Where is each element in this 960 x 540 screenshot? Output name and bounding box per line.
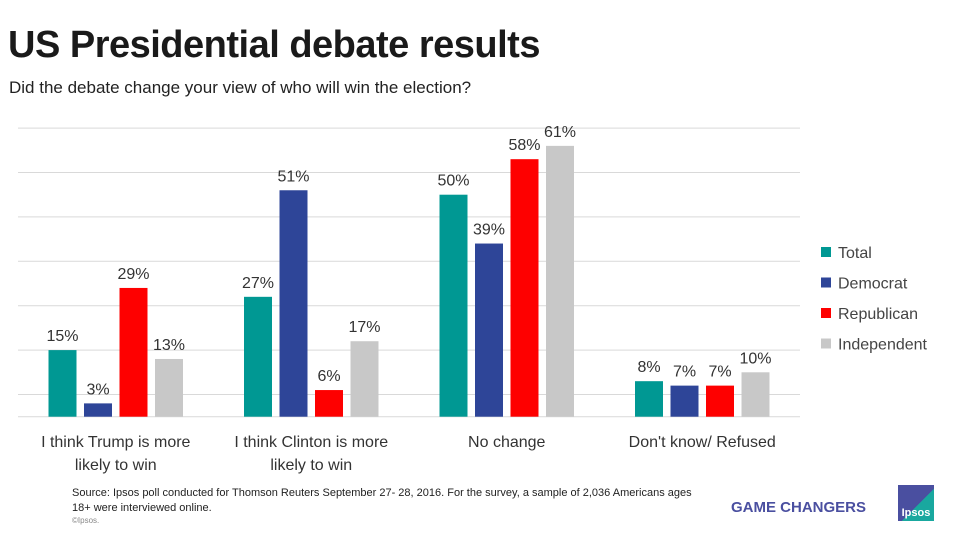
- copyright: ©Ipsos.: [72, 516, 100, 525]
- data-label: 51%: [277, 168, 309, 185]
- brand-text: GAME CHANGERS: [731, 499, 867, 516]
- bar-democrat: [475, 243, 503, 417]
- data-label: 7%: [708, 364, 731, 381]
- legend-swatch: [821, 308, 831, 318]
- data-label: 13%: [153, 337, 185, 354]
- category-label: likely to win: [75, 457, 157, 474]
- bar-independent: [155, 358, 183, 417]
- page-title: US Presidential debate results: [8, 24, 540, 66]
- data-label: 7%: [673, 364, 696, 381]
- bar-democrat: [279, 190, 308, 417]
- bar-democrat: [670, 385, 699, 417]
- data-label: 15%: [46, 328, 78, 345]
- category-label: Don't know/ Refused: [629, 434, 776, 451]
- bar-democrat: [84, 403, 112, 417]
- legend-label: Total: [838, 245, 872, 262]
- ipsos-logo: Ipsos: [898, 485, 934, 521]
- legend-swatch: [821, 277, 831, 288]
- data-label: 3%: [86, 381, 109, 398]
- bar-total: [48, 350, 77, 417]
- subtitle: Did the debate change your view of who w…: [9, 78, 472, 97]
- bar-independent: [741, 372, 770, 417]
- bar-republican: [315, 390, 343, 417]
- legend-swatch: [821, 247, 831, 257]
- data-label: 50%: [437, 173, 469, 190]
- bar-total: [244, 296, 272, 417]
- bar-republican: [706, 385, 734, 417]
- data-label: 27%: [242, 275, 274, 292]
- data-label: 10%: [739, 350, 771, 367]
- data-label: 17%: [348, 319, 380, 336]
- legend-swatch: [821, 338, 831, 349]
- data-label: 6%: [317, 368, 340, 385]
- data-label: 29%: [117, 266, 149, 283]
- data-label: 39%: [473, 222, 505, 239]
- category-label: No change: [468, 434, 545, 451]
- category-label: I think Trump is more: [41, 434, 190, 451]
- bar-republican: [119, 287, 148, 417]
- category-label: likely to win: [270, 457, 352, 474]
- bar-independent: [350, 341, 379, 417]
- data-label: 58%: [508, 137, 540, 154]
- source-note: Source: Ipsos poll conducted for Thomson…: [72, 487, 692, 514]
- bar-total: [635, 381, 663, 417]
- legend-label: Republican: [838, 306, 918, 323]
- bar-independent: [546, 145, 574, 417]
- data-label: 61%: [544, 124, 576, 141]
- category-label: I think Clinton is more: [234, 434, 388, 451]
- legend-label: Independent: [838, 337, 928, 354]
- bar-total: [439, 194, 468, 417]
- legend-label: Democrat: [838, 276, 908, 293]
- data-label: 8%: [637, 359, 660, 376]
- bar-republican: [510, 159, 539, 417]
